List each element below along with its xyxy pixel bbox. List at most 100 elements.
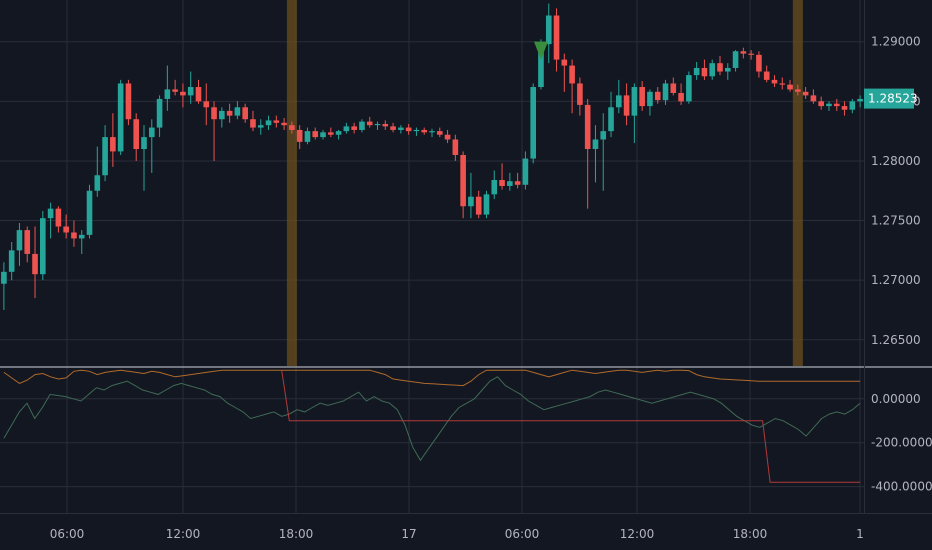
candle-body — [724, 67, 731, 72]
candle-body — [366, 121, 373, 126]
candle-body — [328, 132, 334, 135]
candle-body — [795, 89, 801, 92]
candle-body — [639, 87, 645, 107]
candle-body — [857, 98, 863, 102]
candle-body — [499, 180, 505, 186]
candle-body — [654, 91, 661, 101]
candle-body — [779, 83, 786, 85]
candle-body — [444, 134, 451, 140]
candle-body — [600, 131, 607, 140]
candle-body — [429, 131, 435, 133]
candlestick-series — [1, 3, 863, 310]
candle-body — [8, 250, 15, 272]
candle-body — [86, 190, 93, 235]
candle-body — [148, 127, 155, 138]
candle-body — [608, 107, 614, 132]
candle-body — [468, 196, 474, 207]
candle-body — [732, 51, 739, 68]
candle-body — [818, 101, 824, 107]
candle-body — [631, 87, 638, 116]
candle-body — [662, 83, 669, 101]
price-tick-label: 1.27000 — [871, 273, 921, 287]
signal-marker-icon — [533, 41, 548, 60]
candle-body — [413, 129, 420, 132]
oscillator-tick-label: -400.00000 — [871, 480, 932, 494]
candle-body — [530, 87, 536, 159]
candle-body — [32, 253, 38, 275]
candle-body — [841, 106, 848, 110]
candle-body — [211, 107, 217, 120]
candle-body — [670, 83, 677, 93]
candle-body — [117, 83, 124, 152]
candle-body — [647, 91, 653, 107]
oscillator-series — [3, 369, 861, 483]
oscillator-line-orange — [3, 369, 861, 387]
candle-body — [701, 67, 708, 77]
oscillator-line-red — [281, 370, 861, 483]
candle-body — [16, 230, 23, 251]
candle-body — [180, 91, 186, 96]
candle-body — [678, 92, 684, 102]
last-price-badge — [864, 88, 914, 109]
candle-body — [257, 125, 264, 128]
candle-body — [592, 139, 599, 150]
candle-body — [382, 123, 389, 127]
candle-body — [187, 87, 194, 96]
candle-body — [491, 180, 498, 195]
candle-body — [351, 126, 357, 130]
candle-body — [748, 53, 754, 55]
candle-body — [312, 131, 319, 138]
candle-body — [203, 101, 210, 108]
candle-body — [289, 125, 295, 130]
candle-body — [71, 232, 77, 239]
candle-body — [405, 127, 412, 132]
candle-body — [195, 87, 202, 102]
candle-body — [452, 139, 459, 155]
candle-body — [390, 126, 396, 130]
candle-body — [522, 158, 529, 185]
candle-body — [110, 137, 116, 152]
candle-body — [24, 230, 31, 254]
candle-body — [125, 83, 132, 120]
time-tick-label: 18:00 — [733, 527, 768, 541]
candle-body — [717, 63, 723, 72]
candle-body — [172, 89, 178, 92]
oscillator-tick-label: 0.00000 — [871, 392, 921, 406]
candle-body — [616, 95, 622, 108]
time-tick-label: 06:00 — [505, 527, 540, 541]
candle-body — [577, 83, 583, 105]
candle-body — [234, 107, 241, 116]
candle-body — [584, 104, 591, 150]
candle-body — [40, 218, 46, 275]
candle-body — [771, 79, 778, 84]
price-tick-label: 1.28000 — [871, 154, 921, 168]
time-tick-label: 06:00 — [50, 527, 85, 541]
candle-body — [849, 101, 856, 110]
candle-body — [553, 15, 560, 60]
candle-body — [63, 226, 69, 233]
candle-body — [343, 126, 350, 132]
candle-body — [802, 91, 809, 96]
candle-body — [545, 15, 552, 45]
candle-body — [709, 63, 716, 77]
price-tick-label: 1.29000 — [871, 35, 921, 49]
candle-body — [569, 65, 575, 84]
oscillator-line-green — [3, 376, 861, 462]
candle-body — [94, 175, 101, 191]
candle-body — [273, 120, 280, 123]
candle-body — [226, 110, 233, 116]
candle-body — [296, 129, 303, 142]
time-tick-label: 12:00 — [620, 527, 655, 541]
candle-body — [693, 67, 700, 76]
candle-body — [335, 131, 342, 135]
candle-body — [1, 271, 7, 284]
candle-body — [55, 208, 62, 227]
candle-body — [359, 121, 365, 130]
candle-body — [320, 132, 326, 138]
candle-body — [538, 44, 544, 88]
candle-body — [507, 181, 513, 186]
candle-body — [156, 98, 163, 128]
candle-body — [265, 120, 272, 126]
